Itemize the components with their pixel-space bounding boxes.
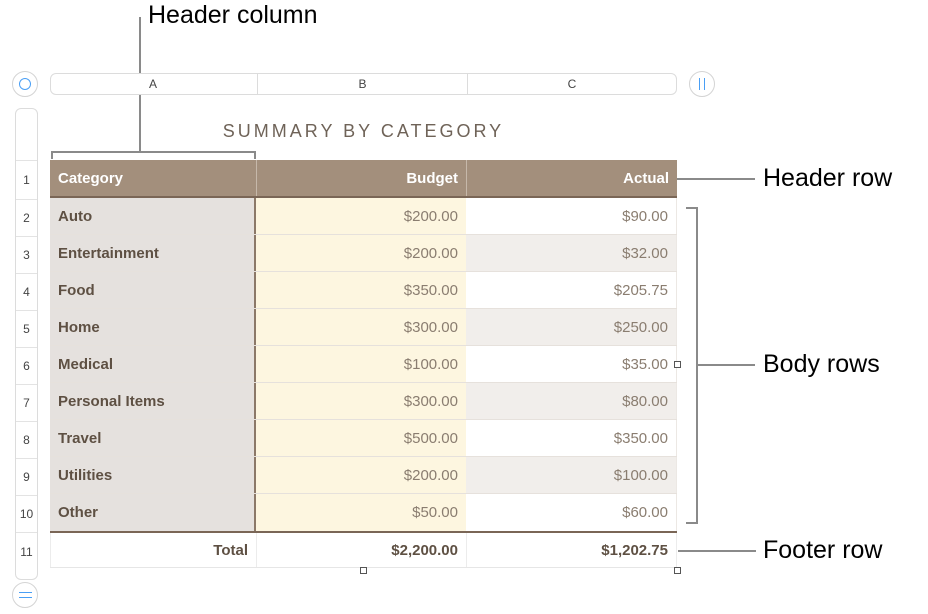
category-cell[interactable]: Other (50, 494, 256, 531)
table-row: Personal Items $300.00 $80.00 (50, 383, 677, 420)
actual-cell[interactable]: $100.00 (466, 457, 677, 493)
column-header-bar: A B C (50, 73, 677, 95)
summary-table: Category Budget Actual Auto $200.00 $90.… (50, 160, 677, 568)
actual-cell[interactable]: $350.00 (466, 420, 677, 456)
table-row: Home $300.00 $250.00 (50, 309, 677, 346)
category-cell[interactable]: Travel (50, 420, 256, 456)
table-row: Other $50.00 $60.00 (50, 494, 677, 531)
row-header-11[interactable]: 11 (16, 532, 37, 570)
callout-header-column-bracket-left (51, 151, 53, 159)
resize-handle-corner[interactable] (674, 567, 681, 574)
row-header-2[interactable]: 2 (16, 199, 37, 236)
callout-body-rows-bracket-bottom (686, 522, 698, 524)
table-row: Entertainment $200.00 $32.00 (50, 235, 677, 272)
add-row-button[interactable] (12, 582, 38, 608)
actual-cell[interactable]: $60.00 (466, 494, 677, 531)
budget-cell[interactable]: $500.00 (256, 420, 466, 456)
category-cell[interactable]: Auto (50, 198, 256, 234)
actual-cell[interactable]: $250.00 (466, 309, 677, 345)
callout-footer-row-label: Footer row (763, 536, 883, 564)
footer-row: Total $2,200.00 $1,202.75 (50, 531, 677, 568)
row-header-3[interactable]: 3 (16, 236, 37, 273)
table-row: Food $350.00 $205.75 (50, 272, 677, 309)
budget-cell[interactable]: $300.00 (256, 309, 466, 345)
row-header-10[interactable]: 10 (16, 495, 37, 532)
table-row: Utilities $200.00 $100.00 (50, 457, 677, 494)
row-header-5[interactable]: 5 (16, 310, 37, 347)
column-header-b[interactable]: B (257, 74, 467, 94)
category-cell[interactable]: Home (50, 309, 256, 345)
header-row: Category Budget Actual (50, 160, 677, 198)
actual-cell[interactable]: $90.00 (466, 198, 677, 234)
row-header-9[interactable]: 9 (16, 458, 37, 495)
budget-cell[interactable]: $200.00 (256, 198, 466, 234)
callout-header-row-label: Header row (763, 164, 893, 192)
callout-header-column-label: Header column (148, 1, 318, 29)
callout-header-column-bracket (51, 151, 256, 153)
row-header-bar: 1 2 3 4 5 6 7 8 9 10 11 (15, 108, 38, 580)
resize-handle-right[interactable] (674, 361, 681, 368)
row-header-4[interactable]: 4 (16, 273, 37, 310)
callout-footer-row-line (678, 550, 756, 552)
table-row: Auto $200.00 $90.00 (50, 198, 677, 235)
row-header-8[interactable]: 8 (16, 421, 37, 458)
footer-cell-actual-total[interactable]: $1,202.75 (466, 533, 677, 567)
select-table-icon (19, 78, 31, 90)
header-cell-category[interactable]: Category (58, 169, 124, 187)
category-cell[interactable]: Personal Items (50, 383, 256, 419)
callout-body-rows-line (698, 364, 755, 366)
add-column-button[interactable] (689, 71, 715, 97)
callout-header-column-bracket-right (254, 151, 256, 159)
header-cell-actual[interactable]: Actual (466, 160, 677, 196)
budget-cell[interactable]: $200.00 (256, 235, 466, 271)
actual-cell[interactable]: $205.75 (466, 272, 677, 308)
table-title[interactable]: SUMMARY BY CATEGORY (222, 121, 505, 141)
column-header-a[interactable]: A (149, 77, 158, 91)
column-header-c[interactable]: C (467, 74, 676, 94)
row-header-6[interactable]: 6 (16, 347, 37, 384)
category-cell[interactable]: Utilities (50, 457, 256, 493)
category-cell[interactable]: Food (50, 272, 256, 308)
budget-cell[interactable]: $350.00 (256, 272, 466, 308)
budget-cell[interactable]: $50.00 (256, 494, 466, 531)
callout-header-row-line (677, 178, 755, 180)
footer-cell-total-label[interactable]: Total (50, 533, 256, 567)
callout-body-rows-bracket (696, 207, 698, 524)
add-row-icon (18, 592, 32, 598)
table-row: Travel $500.00 $350.00 (50, 420, 677, 457)
resize-handle-bottom[interactable] (360, 567, 367, 574)
actual-cell[interactable]: $35.00 (466, 346, 677, 382)
callout-body-rows-bracket-top (686, 207, 698, 209)
table-row: Medical $100.00 $35.00 (50, 346, 677, 383)
footer-cell-budget-total[interactable]: $2,200.00 (256, 533, 466, 567)
budget-cell[interactable]: $100.00 (256, 346, 466, 382)
category-cell[interactable]: Entertainment (50, 235, 256, 271)
row-header-1[interactable]: 1 (16, 160, 37, 198)
header-cell-budget[interactable]: Budget (256, 160, 466, 196)
callout-body-rows-label: Body rows (763, 350, 880, 378)
budget-cell[interactable]: $300.00 (256, 383, 466, 419)
add-column-icon (699, 78, 705, 90)
category-cell[interactable]: Medical (50, 346, 256, 382)
actual-cell[interactable]: $32.00 (466, 235, 677, 271)
row-header-7[interactable]: 7 (16, 384, 37, 421)
actual-cell[interactable]: $80.00 (466, 383, 677, 419)
select-table-button[interactable] (12, 71, 38, 97)
budget-cell[interactable]: $200.00 (256, 457, 466, 493)
